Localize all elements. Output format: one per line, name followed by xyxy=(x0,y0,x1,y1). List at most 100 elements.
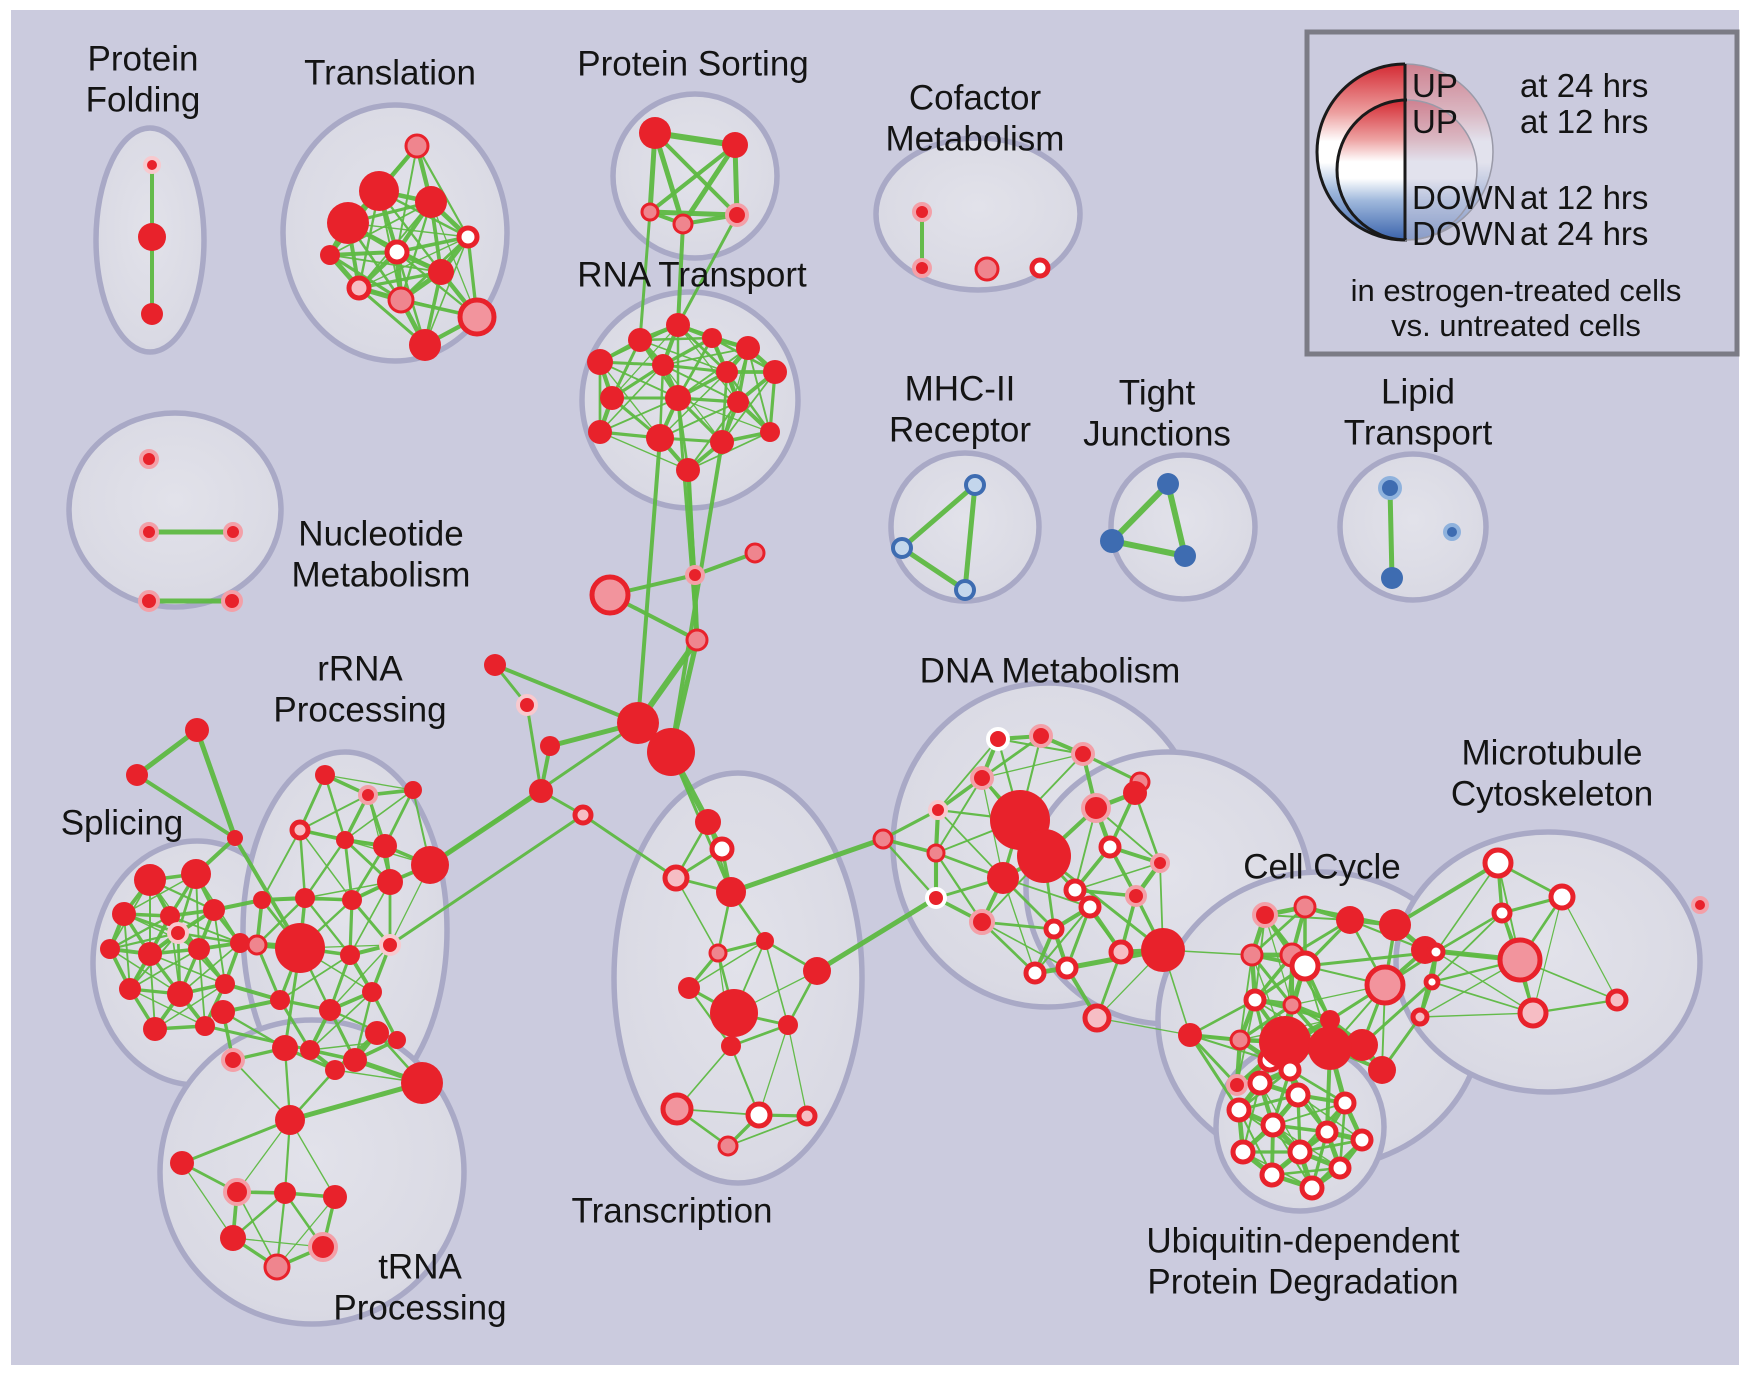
cluster-transcription-label: Transcription xyxy=(572,1191,773,1230)
node-spine-5 xyxy=(647,728,695,776)
edge-rna-transport xyxy=(721,371,776,443)
node-cell-cycle-15 xyxy=(1240,943,1264,967)
edge-intercluster xyxy=(814,895,939,974)
node-rna-transport-8 xyxy=(600,386,624,410)
edge-transcription xyxy=(688,940,766,989)
node-splicing-9 xyxy=(119,978,141,1000)
node-transcription-8 xyxy=(710,989,758,1037)
node-translation-7 xyxy=(346,275,372,301)
edge-dna-metabolism xyxy=(980,734,1043,780)
node-rrna-processing-5 xyxy=(373,834,397,858)
node-cell-cycle-25 xyxy=(1259,1016,1311,1068)
edge-microtubule-cytoskeleton xyxy=(1532,896,1563,1014)
edge-rna-transport xyxy=(747,347,771,433)
edge-transcription xyxy=(675,877,719,954)
node-rna-transport-2 xyxy=(702,328,722,348)
edge-rna-transport xyxy=(659,401,739,439)
node-ubiquitin-degradation-2 xyxy=(1333,1091,1357,1115)
edge-translation xyxy=(430,201,478,318)
node-rna-transport-0 xyxy=(666,313,690,337)
node-trna-processing-3 xyxy=(325,1060,345,1080)
edge-rrna-processing xyxy=(324,774,414,791)
node-trna-processing-11 xyxy=(220,1225,246,1251)
edge-rrna-processing xyxy=(309,991,373,1051)
node-rrna-processing-3 xyxy=(289,819,311,841)
node-translation-0 xyxy=(404,133,430,159)
legend-up-12-time: at 12 hrs xyxy=(1520,103,1648,140)
edge-ubiquitin-degradation xyxy=(1272,1102,1346,1126)
node-cell-cycle-26 xyxy=(1308,1026,1352,1070)
edge-intercluster xyxy=(686,468,697,577)
node-splicing-satellite-2 xyxy=(227,830,243,846)
cluster-lipid-transport-label: Lipid Transport xyxy=(1344,372,1493,452)
node-trna-processing-6 xyxy=(275,1105,305,1135)
node-rrna-processing-2 xyxy=(404,781,422,799)
node-splicing-5 xyxy=(100,939,120,959)
node-rrna-processing-8 xyxy=(295,888,315,908)
edge-translation xyxy=(357,270,443,290)
node-spine-6 xyxy=(540,736,560,756)
edge-rna-transport xyxy=(659,371,728,439)
cluster-protein-folding-label: Protein Folding xyxy=(86,39,201,119)
edge-intercluster xyxy=(728,836,886,895)
edge-dna-metabolism xyxy=(937,738,999,811)
node-dna-metabolism-3 xyxy=(970,766,994,790)
node-splicing-0 xyxy=(134,864,166,896)
node-dna-metabolism-15 xyxy=(1055,956,1079,980)
edge-rrna-processing xyxy=(279,954,351,1001)
node-rrna-processing-4 xyxy=(336,831,354,849)
node-dna-metabolism-7 xyxy=(1017,829,1071,883)
node-cell-cycle-18 xyxy=(1364,964,1406,1006)
edge-microtubule-cytoskeleton xyxy=(1434,911,1504,954)
node-translation-8 xyxy=(387,286,415,314)
edge-protein-sorting xyxy=(647,209,740,218)
node-transcription-2 xyxy=(662,864,690,892)
node-rrna-processing-11 xyxy=(275,923,325,973)
edge-rna-transport xyxy=(599,431,689,471)
edge-splicing-satellite xyxy=(134,727,200,778)
node-trna-processing-13 xyxy=(263,1253,291,1281)
node-cell-cycle-23 xyxy=(1229,1029,1251,1051)
node-cell-cycle-28 xyxy=(1226,1074,1248,1096)
node-splicing-14 xyxy=(167,922,189,944)
node-spine-1 xyxy=(685,565,705,585)
legend-down-12-time: at 12 hrs xyxy=(1520,179,1648,216)
node-ubiquitin-degradation-0 xyxy=(1247,1070,1273,1096)
edge-microtubule-cytoskeleton xyxy=(1435,951,1534,1014)
node-rrna-processing-20 xyxy=(246,934,268,956)
edge-trna-processing xyxy=(180,1118,292,1165)
node-splicing-satellite-1 xyxy=(126,764,148,786)
node-rrna-processing-14 xyxy=(270,990,290,1010)
node-transcription-9 xyxy=(778,1015,798,1035)
node-transcription-0 xyxy=(695,809,721,835)
node-splicing-12 xyxy=(143,1017,167,1041)
node-rrna-processing-6 xyxy=(411,846,449,884)
node-microtubule-cytoskeleton-1 xyxy=(1548,883,1576,911)
edge-mhc-ii-receptor xyxy=(962,482,978,593)
node-transcription-12 xyxy=(745,1101,773,1129)
node-cell-cycle-8 xyxy=(1178,1023,1202,1047)
node-transcription-7 xyxy=(803,957,831,985)
edge-transcription xyxy=(687,986,733,1048)
node-microtubule-cytoskeleton-3 xyxy=(1497,937,1543,983)
node-spine-4 xyxy=(617,702,659,744)
node-ubiquitin-degradation-7 xyxy=(1230,1139,1256,1165)
edge-rrna-processing xyxy=(344,789,414,841)
edge-splicing xyxy=(129,988,206,1027)
legend-outer-left-outline xyxy=(1315,62,1406,242)
node-dna-metabolism-11 xyxy=(1078,895,1102,919)
edge-trna-processing xyxy=(232,1237,324,1248)
node-transcription-1 xyxy=(709,836,735,862)
node-microtubule-cytoskeleton-6 xyxy=(1426,942,1446,962)
edge-rrna-processing xyxy=(299,794,369,831)
node-dna-metabolism-8 xyxy=(987,862,1019,894)
edge-intercluster xyxy=(676,222,685,327)
cluster-microtubule-cytoskeleton-label: Microtubule Cytoskeleton xyxy=(1451,733,1653,813)
node-rrna-processing-1 xyxy=(358,785,378,805)
node-transcription-14 xyxy=(717,1135,739,1157)
node-rna-transport-1 xyxy=(628,328,652,352)
cluster-protein-sorting-label: Protein Sorting xyxy=(577,44,809,83)
node-cell-cycle-0 xyxy=(1123,781,1147,805)
node-rna-transport-9 xyxy=(665,385,691,411)
edge-dna-metabolism xyxy=(881,837,938,900)
